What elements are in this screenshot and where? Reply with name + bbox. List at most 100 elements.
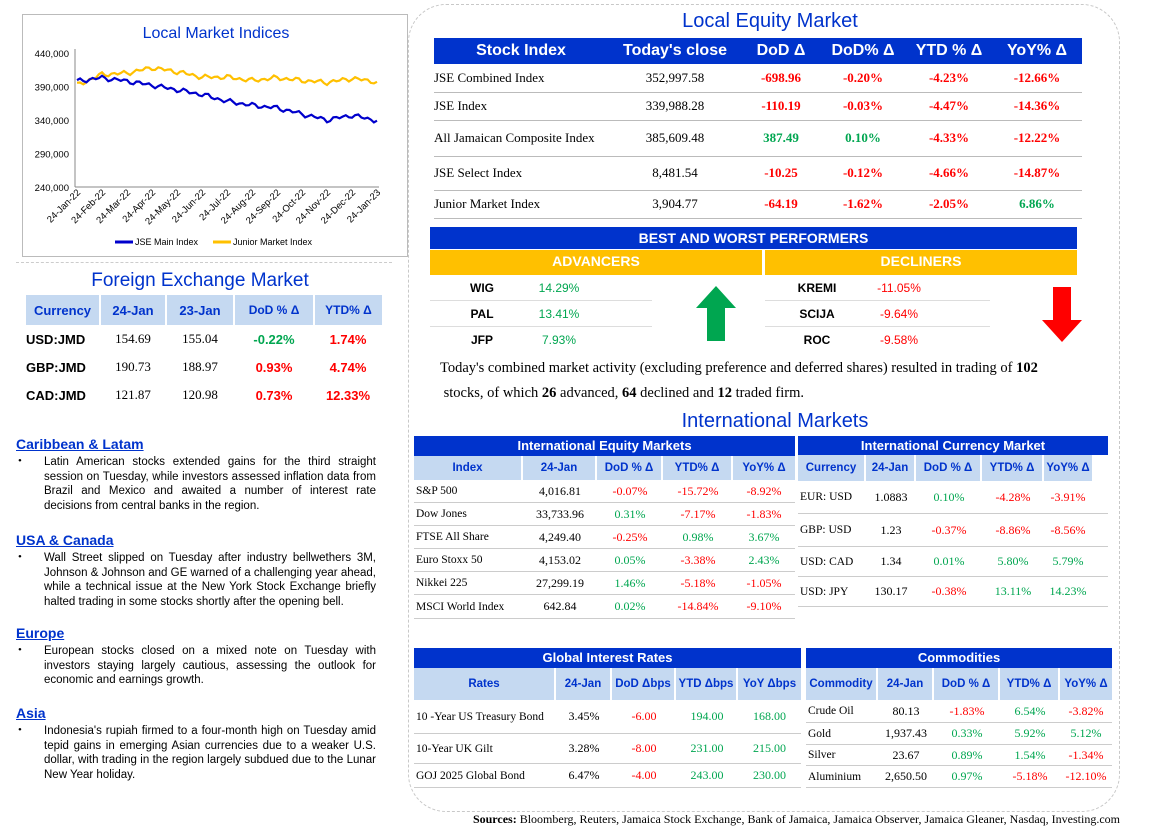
fx-ytd: 12.33%	[325, 387, 371, 403]
summary-text-2: stocks, of which	[443, 385, 539, 401]
legend-label: JSE Main Index	[135, 237, 199, 247]
currency-header-cell: YoY% Δ	[1044, 455, 1092, 481]
news-body: • European stocks closed on a mixed note …	[16, 644, 376, 688]
equity-name: All Jamaican Composite Index	[434, 120, 608, 157]
news-heading: Asia	[16, 705, 46, 721]
commodities-change: -1.34%	[1068, 747, 1104, 762]
equity-row: Junior Market Index 3,904.77 -64.19 -1.62% -…	[434, 190, 1082, 219]
equity-dod: 387.49	[742, 120, 820, 157]
fx-col-currency: Currency	[26, 295, 101, 325]
equity-value: 642.84	[543, 599, 577, 613]
equity-change: 0.31%	[614, 506, 646, 521]
commodities-change: 1.54%	[1014, 747, 1046, 762]
performer-value: 14.29%	[538, 280, 580, 295]
commodities-change: -5.18%	[1012, 769, 1048, 783]
equity-ytd: -4.47%	[906, 92, 992, 121]
equity-dod: -110.19	[742, 92, 820, 121]
legend-label: Junior Market Index	[233, 237, 313, 247]
commodities-change: 0.97%	[951, 769, 983, 783]
equity-dodp: -0.03%	[820, 92, 906, 121]
chart-title: Local Market Indices	[142, 25, 290, 42]
eq-col-yoy: YoY% Δ	[1006, 42, 1068, 59]
fx-24jan: 190.73	[115, 359, 151, 374]
decliners-list: KREMI -11.05% SCIJA -9.64% ROC -9.58%	[765, 275, 990, 353]
rates-change: 168.00	[753, 709, 786, 723]
commodities-value: 2,650.50	[885, 769, 927, 783]
advancers-list: WIG 14.29% PAL 13.41% JFP 7.93%	[430, 275, 652, 353]
equity-value: 4,016.81	[539, 483, 581, 498]
performers-title: BEST AND WORST PERFORMERS	[430, 227, 1077, 249]
summary-num-firm: 12	[717, 385, 732, 401]
fx-row: CAD:JMD 121.87 120.98 0.73% 12.33%	[26, 381, 382, 409]
equity-row: MSCI World Index 642.84 0.02% -14.84% -9.10%	[414, 595, 795, 619]
summary-num-declined: 64	[622, 385, 637, 401]
equity-name: JSE Select Index	[434, 156, 608, 191]
fx-row: GBP:JMD 190.73 188.97 0.93% 4.74%	[26, 353, 382, 381]
commodities-header-cell: YTD% Δ	[1000, 668, 1060, 700]
currency-title: International Currency Market	[798, 436, 1108, 455]
summary-text-1: Today's combined market activity (exclud…	[440, 360, 1013, 376]
currency-row: GBP: USD 1.23 -0.37% -8.86% -8.56%	[798, 514, 1108, 547]
sources-label: Sources:	[472, 812, 517, 826]
performer-row: JFP 7.93%	[430, 327, 652, 353]
summary-text-5: traded firm.	[735, 385, 805, 401]
equity-close: 8,481.54	[608, 156, 742, 191]
news-heading: USA & Canada	[16, 532, 114, 548]
y-tick-label: 340,000	[35, 116, 69, 127]
rates-name: 10 -Year US Treasury Bond	[416, 710, 544, 723]
eq-col-ytd: YTD % Δ	[915, 42, 983, 59]
equity-row: Euro Stoxx 50 4,153.02 0.05% -3.38% 2.43%	[414, 549, 795, 572]
equity-title: International Equity Markets	[414, 436, 795, 456]
performer-value: 13.41%	[538, 306, 580, 321]
global-rates-table: Global Interest Rates Rates 24-Jan DoD Δbps…	[414, 648, 801, 788]
summary-text-4: declined and	[640, 385, 714, 401]
news-body: • Latin American stocks extended gains fo…	[16, 455, 376, 513]
currency-change: -0.37%	[931, 522, 967, 537]
currency-name: USD: CAD	[800, 555, 854, 568]
equity-dod: -64.19	[742, 190, 820, 219]
equity-change: 0.02%	[614, 599, 646, 613]
commodities-value: 1,937.43	[885, 726, 927, 740]
performer-symbol: ROC	[803, 333, 831, 347]
rates-header-row: Rates 24-Jan DoD Δbps YTD Δbps YoY Δbps	[414, 668, 801, 700]
equity-name: Junior Market Index	[434, 190, 608, 219]
commodities-header-cell: 24-Jan	[878, 668, 934, 700]
performer-symbol: JFP	[470, 333, 493, 347]
rates-header-cell: Rates	[414, 668, 556, 700]
sources-line: Sources: Bloomberg, Reuters, Jamaica Sto…	[420, 812, 1120, 827]
commodities-change: 5.12%	[1070, 726, 1102, 740]
y-tick-label: 390,000	[35, 83, 69, 94]
y-tick-label: 240,000	[35, 183, 69, 194]
equity-change: -3.38%	[680, 552, 716, 567]
equity-header-cell: YTD% Δ	[663, 456, 733, 480]
fx-ytd: 1.74%	[329, 331, 367, 347]
commodities-name: Crude Oil	[808, 705, 854, 717]
currency-header-cell: YTD% Δ	[982, 455, 1044, 481]
equity-name: S&P 500	[416, 485, 458, 497]
performer-row: PAL 13.41%	[430, 301, 652, 327]
rates-header-cell: 24-Jan	[556, 668, 612, 700]
equity-dodp: -1.62%	[820, 190, 906, 219]
news-item: USA & Canada • Wall Street slipped on Tues…	[16, 532, 376, 609]
currency-name: GBP: USD	[800, 524, 852, 536]
rates-change: 243.00	[690, 768, 724, 782]
equity-value: 27,299.19	[536, 575, 584, 590]
fx-24jan: 154.69	[115, 331, 151, 346]
equity-change: -14.84%	[677, 599, 719, 613]
equity-change: -15.72%	[677, 483, 719, 498]
currency-row: EUR: USD 1.0883 0.10% -4.28% -3.91%	[798, 481, 1108, 514]
intl-currency-table: International Currency Market Currency 24-…	[798, 436, 1108, 607]
local-equity-title: Local Equity Market	[682, 10, 858, 32]
fx-col-24jan: 24-Jan	[100, 295, 167, 325]
currency-row: USD: CAD 1.34 0.01% 5.80% 5.79%	[798, 547, 1108, 577]
currency-value: 1.34	[880, 554, 902, 568]
fx-title: Foreign Exchange Market	[91, 270, 309, 291]
equity-header-cell: 24-Jan	[523, 456, 597, 480]
equity-name: MSCI World Index	[416, 600, 505, 613]
equity-row: FTSE All Share 4,249.40 -0.25% 0.98% 3.67%	[414, 526, 795, 549]
equity-ytd: -4.66%	[906, 156, 992, 191]
summary-num-advanced: 26	[541, 385, 557, 401]
equity-header-cell: YoY% Δ	[733, 456, 795, 480]
fx-currency: GBP:JMD	[26, 359, 86, 375]
currency-change: 5.79%	[1052, 554, 1084, 568]
